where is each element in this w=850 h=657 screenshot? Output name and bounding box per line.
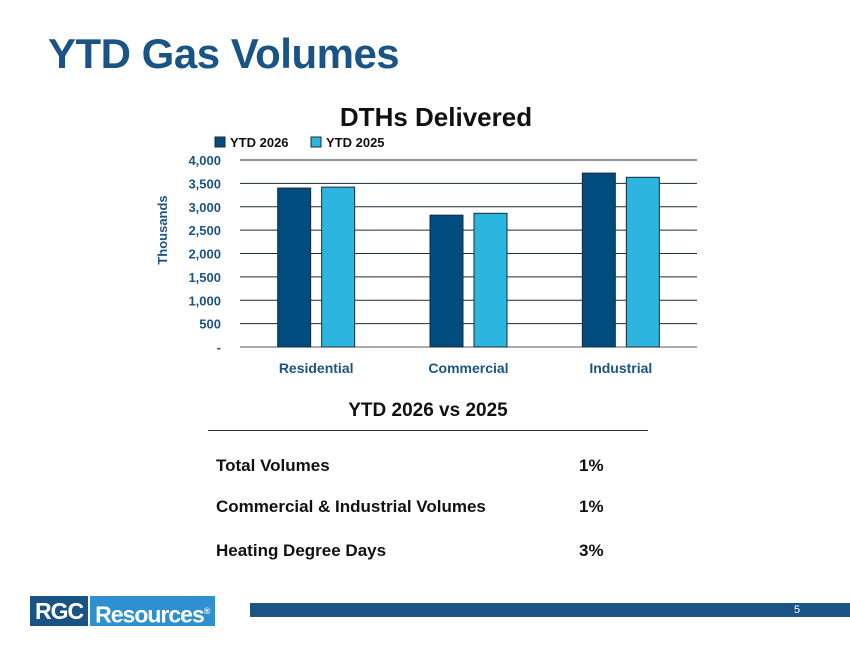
page-number: 5 <box>794 604 801 616</box>
comparison-change: 1% <box>579 456 604 475</box>
y-tick-label: 3,500 <box>188 176 221 191</box>
x-tick-label: Commercial <box>428 360 508 376</box>
comparison-row: Total Volumes 1% <box>216 456 616 480</box>
comparison-metric: Heating Degree Days <box>216 541 387 560</box>
gridlines <box>240 159 697 348</box>
logo-part-resources: Resources® <box>90 596 216 628</box>
x-axis-ticks: Residential Commercial Industrial <box>279 360 653 376</box>
y-tick-label: 2,500 <box>188 223 221 238</box>
slide-title: YTD Gas Volumes <box>48 30 400 77</box>
chart-title: DTHs Delivered <box>340 102 532 132</box>
footer-bar <box>250 603 850 617</box>
bars <box>277 172 660 348</box>
bar <box>473 212 508 348</box>
comparison-row: Commercial & Industrial Volumes 1% <box>216 497 616 521</box>
y-tick-label: - <box>217 340 221 355</box>
company-logo: RGC Resources® <box>30 596 216 628</box>
y-tick-label: 500 <box>199 317 221 332</box>
y-tick-label: 2,000 <box>188 247 221 262</box>
chart-legend: YTD 2026 YTD 2025 <box>214 135 385 150</box>
y-tick-label: 3,000 <box>188 200 221 215</box>
y-tick-label: 1,000 <box>188 293 221 308</box>
comparison-title: YTD 2026 vs 2025 <box>348 400 508 421</box>
legend-swatch <box>214 136 226 148</box>
y-axis-label: Thousands <box>155 195 170 264</box>
legend-label: YTD 2025 <box>326 135 385 150</box>
comparison-divider <box>208 430 648 431</box>
legend-swatch <box>310 136 322 148</box>
y-tick-label: 1,500 <box>188 270 221 285</box>
comparison-row: Heating Degree Days 3% <box>216 541 616 565</box>
bar <box>321 186 356 348</box>
logo-part-rgc: RGC <box>30 596 89 626</box>
y-tick-label: 4,000 <box>188 153 221 168</box>
bar <box>625 176 660 348</box>
registered-mark: ® <box>203 606 211 616</box>
bar <box>581 172 616 348</box>
bar <box>277 187 312 348</box>
comparison-metric: Total Volumes <box>216 456 330 475</box>
bar <box>429 214 464 348</box>
logo-text: Resources <box>95 601 205 628</box>
comparison-metric: Commercial & Industrial Volumes <box>216 497 486 516</box>
y-axis-ticks: - 500 1,000 1,500 2,000 2,500 3,000 3,500 4,000 <box>188 153 221 355</box>
bar-chart: DTHs Delivered Thousands YTD 2026 YTD 202… <box>155 102 697 376</box>
comparison-change: 3% <box>579 541 604 560</box>
x-tick-label: Residential <box>279 360 354 376</box>
legend-label: YTD 2026 <box>230 135 289 150</box>
comparison-change: 1% <box>579 497 604 516</box>
x-tick-label: Industrial <box>589 360 652 376</box>
